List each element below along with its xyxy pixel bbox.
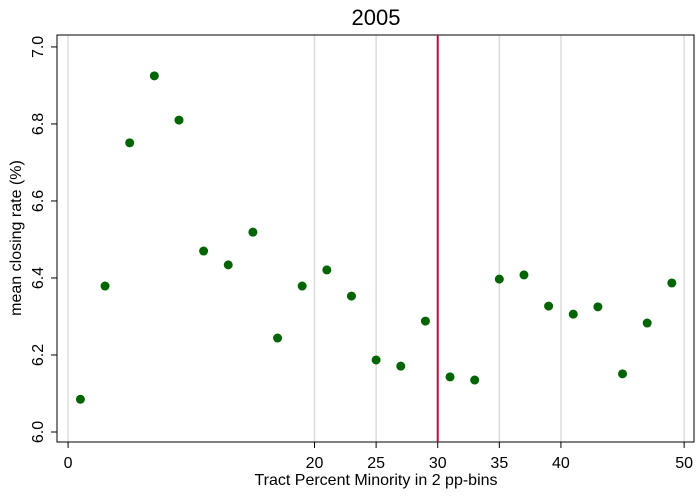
x-tick-label: 35	[490, 455, 508, 472]
point	[75, 394, 85, 404]
point	[322, 265, 332, 275]
x-tick-label: 40	[552, 455, 570, 472]
point	[371, 355, 381, 365]
point	[494, 274, 504, 284]
x-axis-title: Tract Percent Minority in 2 pp-bins	[254, 472, 497, 489]
point	[593, 302, 603, 312]
y-tick-label: 6.8	[30, 113, 47, 135]
x-tick-label: 25	[367, 455, 385, 472]
chart-title: 2005	[352, 5, 401, 30]
y-tick-label: 7.0	[30, 36, 47, 58]
point	[100, 281, 110, 291]
point	[297, 281, 307, 291]
x-tick-label: 30	[429, 455, 447, 472]
point	[273, 333, 283, 343]
point	[223, 260, 233, 270]
point	[125, 138, 135, 148]
point	[618, 369, 628, 379]
x-tick-label: 0	[64, 455, 73, 472]
point	[396, 361, 406, 371]
point	[199, 246, 209, 256]
point	[667, 278, 677, 288]
plot-frame	[56, 34, 695, 443]
x-tick-label: 50	[675, 455, 693, 472]
point	[568, 309, 578, 319]
point	[642, 318, 652, 328]
point	[519, 270, 529, 280]
y-tick-label: 6.0	[30, 421, 47, 443]
point	[149, 71, 159, 81]
y-axis-title: mean closing rate (%)	[8, 160, 25, 316]
point	[346, 291, 356, 301]
point	[445, 372, 455, 382]
y-tick-label: 6.6	[30, 190, 47, 212]
y-tick-label: 6.4	[30, 267, 47, 289]
x-tick-label: 20	[306, 455, 324, 472]
point	[470, 375, 480, 385]
y-tick-label: 6.2	[30, 344, 47, 366]
point	[420, 316, 430, 326]
point	[544, 301, 554, 311]
point	[248, 227, 258, 237]
point	[174, 115, 184, 125]
